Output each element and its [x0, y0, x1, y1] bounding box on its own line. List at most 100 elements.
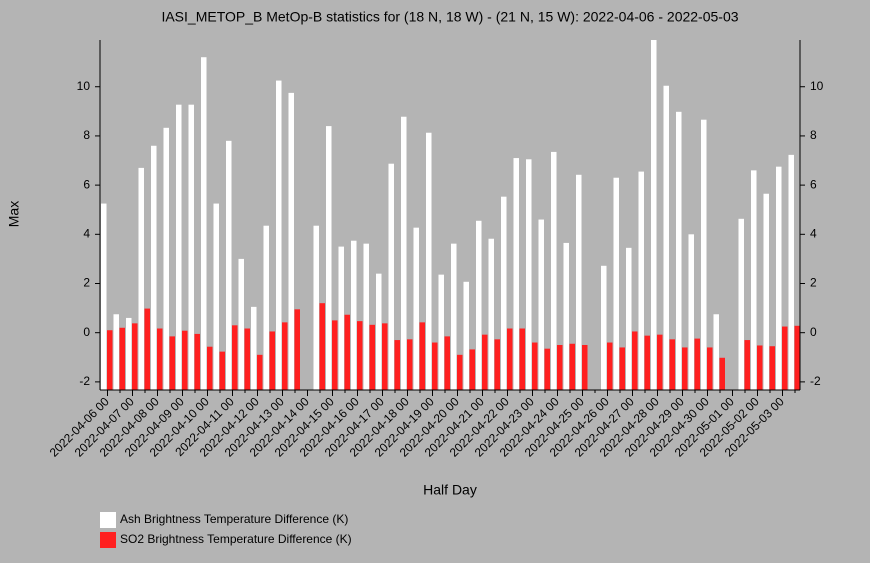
- bar: [251, 306, 257, 390]
- bar: [413, 227, 419, 390]
- y-tick-label: 6: [83, 177, 90, 191]
- bar: [776, 166, 782, 390]
- bar: [401, 116, 407, 390]
- bar: [601, 265, 607, 390]
- bar: [501, 196, 507, 390]
- bar: [238, 258, 244, 390]
- chart-title: IASI_METOP_B MetOp-B statistics for (18 …: [161, 9, 738, 25]
- bar: [763, 193, 769, 390]
- bar: [532, 342, 538, 390]
- bar: [219, 351, 225, 390]
- bar: [651, 40, 657, 390]
- y2-tick-label: 10: [810, 79, 824, 93]
- bar: [751, 170, 757, 390]
- bar: [788, 154, 794, 390]
- y2-tick-label: 0: [810, 325, 817, 339]
- bar: [482, 334, 488, 390]
- bar: [419, 322, 425, 390]
- bar: [163, 127, 169, 391]
- bar: [201, 57, 207, 390]
- bar: [632, 331, 638, 390]
- y-tick-label: -2: [79, 374, 90, 388]
- y-tick-label: 4: [83, 226, 90, 240]
- legend-label: SO2 Brightness Temperature Difference (K…: [120, 532, 352, 546]
- bar: [151, 145, 157, 390]
- bar: [388, 163, 394, 390]
- bar: [719, 357, 725, 390]
- bar: [288, 92, 294, 391]
- bar: [694, 338, 700, 390]
- bar: [451, 243, 457, 390]
- bar: [663, 85, 669, 391]
- bar: [476, 220, 482, 390]
- bar: [682, 347, 688, 390]
- bar: [313, 225, 319, 390]
- y-tick-label: 10: [77, 79, 91, 93]
- bar: [494, 339, 500, 390]
- bar: [394, 340, 400, 390]
- bar: [688, 234, 694, 390]
- bar: [526, 159, 532, 390]
- bar: [119, 327, 125, 390]
- bar: [338, 246, 344, 390]
- bar: [382, 323, 388, 390]
- bar: [438, 274, 444, 390]
- bar: [263, 225, 269, 390]
- bar: [282, 322, 288, 390]
- bar: [101, 203, 107, 390]
- bar: [757, 345, 763, 390]
- bar: [294, 309, 300, 390]
- bar: [569, 343, 575, 390]
- bar: [107, 330, 113, 390]
- bar: [226, 140, 232, 390]
- bar: [188, 104, 194, 390]
- bar: [738, 218, 744, 390]
- bar: [169, 336, 175, 390]
- bar: [644, 335, 650, 390]
- bar: [469, 349, 475, 390]
- bar: [638, 171, 644, 390]
- bar: [607, 342, 613, 390]
- y-tick-label: 8: [83, 128, 90, 142]
- bar: [544, 348, 550, 390]
- bar: [319, 303, 325, 390]
- bar: [713, 314, 719, 390]
- bar: [701, 119, 707, 390]
- bar: [657, 334, 663, 390]
- bar: [551, 151, 557, 390]
- bar: [213, 203, 219, 390]
- bar: [157, 328, 163, 390]
- bar: [332, 320, 338, 390]
- legend-label: Ash Brightness Temperature Difference (K…: [120, 512, 348, 526]
- bar: [269, 331, 275, 390]
- bar: [182, 330, 188, 390]
- bar: [619, 347, 625, 390]
- bar: [507, 328, 513, 390]
- bar: [207, 346, 213, 390]
- bar: [794, 325, 800, 390]
- y-axis-label: Max: [6, 201, 22, 227]
- y2-tick-label: 6: [810, 177, 817, 191]
- bar: [176, 104, 182, 390]
- bar: [463, 281, 469, 390]
- bar: [576, 174, 582, 390]
- bar: [519, 328, 525, 390]
- bar: [744, 340, 750, 390]
- bar: [407, 339, 413, 390]
- y2-tick-label: 8: [810, 128, 817, 142]
- bar: [444, 336, 450, 390]
- bar: [344, 314, 350, 390]
- bar: [357, 321, 363, 390]
- bar: [432, 342, 438, 390]
- bar: [232, 325, 238, 390]
- bar: [126, 317, 132, 390]
- bar: [326, 126, 332, 391]
- bar: [782, 326, 788, 390]
- bar: [557, 344, 563, 390]
- bar: [676, 111, 682, 390]
- bar: [132, 323, 138, 390]
- bar: [376, 273, 382, 390]
- bar: [244, 328, 250, 390]
- bar: [513, 158, 519, 390]
